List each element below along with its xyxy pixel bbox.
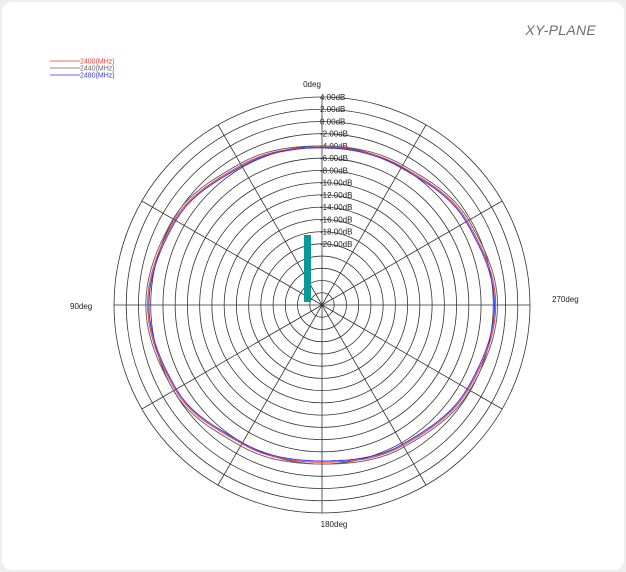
- ring-label: -18.00dB: [320, 228, 352, 237]
- marker-bar: [304, 235, 311, 302]
- ring-label: -14.00dB: [320, 203, 352, 212]
- grid-spoke: [141, 304, 323, 410]
- series-line: [148, 147, 496, 462]
- grid-spoke: [321, 124, 427, 306]
- ring-label: 4.00dB: [320, 93, 345, 102]
- legend-entry: 2480(MHz): [80, 73, 115, 80]
- ring-label: -20.00dB: [320, 240, 352, 249]
- ring-label: 2.00dB: [320, 105, 345, 114]
- plane-title: XY-PLANE: [525, 22, 596, 38]
- ring-label: -10.00dB: [320, 179, 352, 188]
- grid-spoke: [321, 304, 427, 486]
- ring-label: -16.00dB: [320, 215, 352, 224]
- grid-spoke: [321, 200, 503, 306]
- grid-spoke: [321, 304, 503, 410]
- ring-label: 0.00dB: [320, 117, 345, 126]
- ring-label: -12.00dB: [320, 191, 352, 200]
- angle-label: 90deg: [70, 302, 92, 311]
- grid-spoke: [141, 200, 323, 306]
- angle-label: 270deg: [552, 295, 579, 304]
- angle-label: 0deg: [303, 80, 321, 89]
- legend-entry: 2400(MHz): [80, 59, 115, 66]
- series-line: [147, 146, 497, 463]
- grid-spoke: [217, 304, 323, 486]
- ring-label: -2.00dB: [320, 130, 348, 139]
- ring-label: -6.00dB: [320, 154, 348, 163]
- legend-entry: 2440(MHz): [80, 66, 115, 73]
- ring-label: -8.00dB: [320, 166, 348, 175]
- series-line: [145, 145, 499, 465]
- angle-label: 180deg: [321, 520, 348, 529]
